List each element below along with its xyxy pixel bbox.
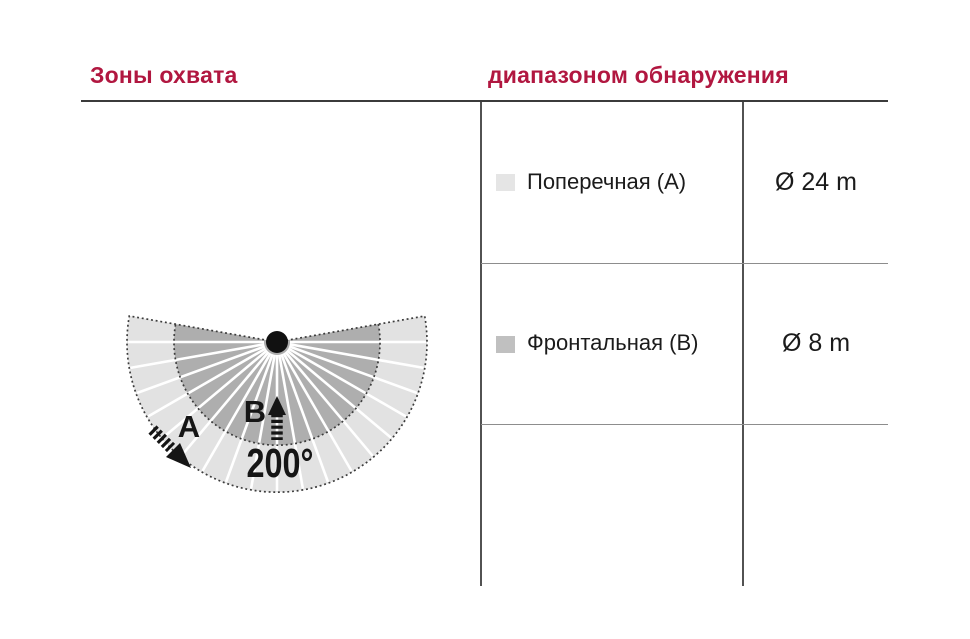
zone-b-label: Фронтальная (B) xyxy=(527,330,699,355)
angle-label: 200° xyxy=(247,440,314,486)
fan-segment-rays xyxy=(128,340,426,491)
section-title-zones: Зоны охвата xyxy=(90,62,238,88)
sensor-dot xyxy=(266,331,288,353)
zone-a-value: Ø 24 m xyxy=(775,168,857,196)
zone-a-swatch xyxy=(496,174,515,191)
fan-segment-ray xyxy=(162,349,268,439)
zone-b-swatch xyxy=(496,336,515,353)
section-title-detection-range: диапазоном обнаружения xyxy=(488,62,789,88)
header-rule xyxy=(81,100,888,102)
fan-segment-ray xyxy=(282,352,353,472)
fan-segment-ray xyxy=(288,345,418,395)
table-vertical-line-right xyxy=(742,102,744,586)
fan-segment-ray xyxy=(280,353,330,483)
zone-a-label: Поперечная (A) xyxy=(527,169,687,194)
fan-segment-ray xyxy=(224,353,274,483)
arrow-a-shaft xyxy=(148,425,176,453)
arrow-a xyxy=(148,425,191,468)
arrow-b xyxy=(268,396,286,440)
table-row-divider-1 xyxy=(481,263,888,264)
inner-zone-border xyxy=(173,323,381,446)
fan-segment-ray xyxy=(180,351,270,457)
fan-segment-ray xyxy=(147,347,267,418)
label-b: B xyxy=(244,394,266,429)
arrow-a-head xyxy=(166,443,191,468)
table-vertical-line-left xyxy=(480,102,482,586)
fan-segment-ray xyxy=(287,347,407,418)
fan-segment-ray xyxy=(289,343,424,370)
detection-zone-diagram: A B 200° xyxy=(126,315,428,494)
label-a: A xyxy=(178,409,200,444)
fan-segment-ray xyxy=(284,351,374,457)
zone-b-value: Ø 8 m xyxy=(781,329,851,357)
table-row-divider-2 xyxy=(481,424,888,425)
arrow-b-head xyxy=(268,396,286,415)
fan-segment-ray xyxy=(201,352,272,472)
fan-segment-ray xyxy=(249,354,276,489)
fan-segment-ray xyxy=(286,349,392,439)
fan-segment-ray xyxy=(130,343,265,370)
fan-segment-ray xyxy=(278,354,305,489)
fan-segment-ray xyxy=(136,345,266,395)
